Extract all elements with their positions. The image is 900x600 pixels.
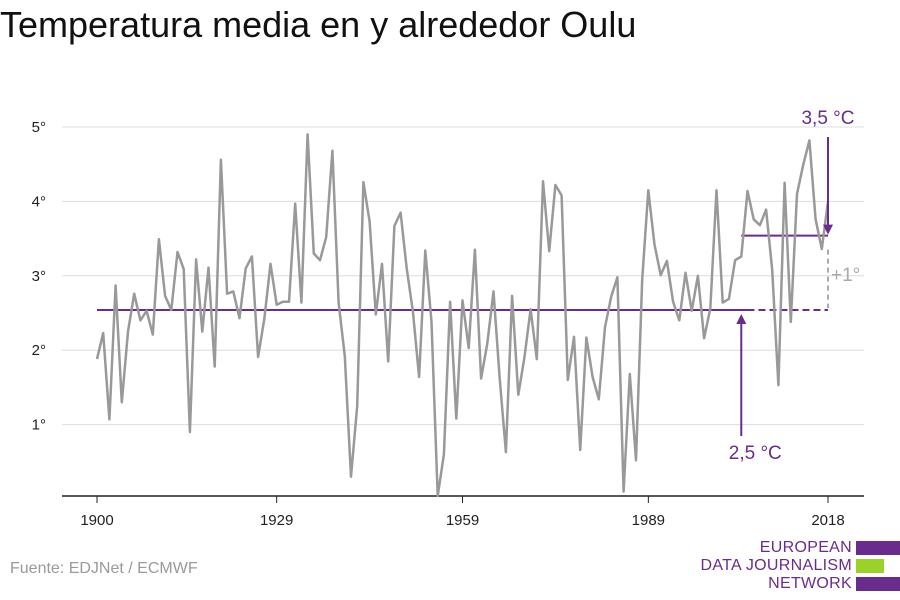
y-tick-label: 1° [32, 417, 46, 434]
logo-bar-2 [856, 559, 884, 573]
x-tick-label: 1929 [260, 512, 293, 529]
annotations: 3,5 °C 2,5 °C +1° [729, 108, 861, 464]
arrow-2-5-head [736, 314, 747, 325]
logo-line-2: DATA JOURNALISM [700, 557, 852, 574]
source-note: Fuente: EDJNet / ECMWF [10, 560, 198, 577]
grid-lines [62, 126, 864, 426]
label-2-5: 2,5 °C [729, 443, 782, 464]
y-tick-label: 2° [32, 342, 46, 359]
logo-line-1: EUROPEAN [759, 539, 852, 556]
y-tick-label: 4° [32, 193, 46, 210]
x-tick-label: 1959 [446, 512, 479, 529]
logo-bar-1 [856, 541, 900, 555]
logo-bar-3 [856, 577, 900, 591]
x-tick-label: 2018 [811, 512, 844, 529]
chart-title: Temperatura media en y alrededor Oulu [0, 4, 637, 45]
label-3-5: 3,5 °C [801, 108, 854, 129]
edjnet-logo: EUROPEAN DATA JOURNALISM NETWORK [700, 538, 900, 594]
x-tick-label: 1989 [632, 512, 665, 529]
y-axis: 1° 2° 3° 4° 5° [32, 119, 46, 434]
logo-line-3: NETWORK [768, 575, 852, 592]
temperature-series-line [95, 133, 830, 498]
delta-label: +1° [831, 265, 860, 286]
y-tick-label: 3° [32, 268, 46, 285]
x-axis: 1900 1929 1959 1989 2018 [80, 496, 845, 529]
x-tick-label: 1900 [80, 512, 113, 529]
arrow-3-5-head [823, 224, 833, 235]
y-tick-label: 5° [32, 119, 46, 136]
